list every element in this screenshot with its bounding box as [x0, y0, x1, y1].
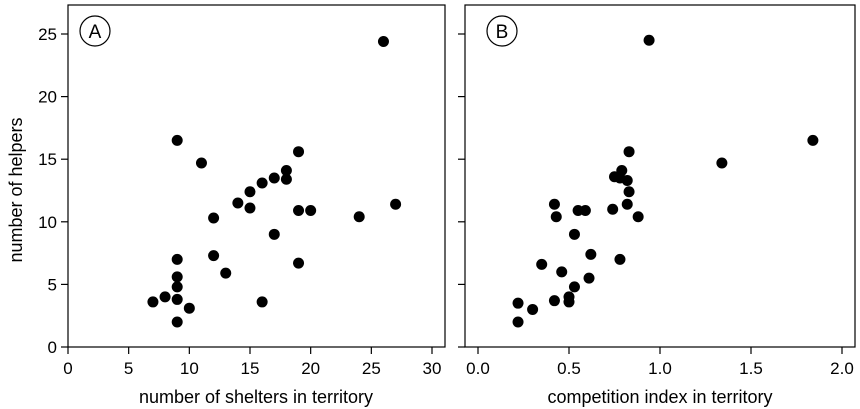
data-point [147, 296, 159, 308]
data-point [550, 211, 562, 223]
data-point [195, 157, 207, 169]
data-point [305, 205, 317, 217]
data-point [643, 34, 655, 46]
x-tick-label: 15 [241, 359, 260, 378]
data-point [512, 316, 524, 328]
panel-b-label: B [496, 22, 509, 43]
y-axis-title: number of helpers [6, 117, 26, 262]
x-tick-label: 0.0 [466, 359, 490, 378]
data-point [171, 253, 183, 265]
panel-a-points [147, 36, 402, 328]
x-tick-label: 20 [301, 359, 320, 378]
data-point [268, 228, 280, 240]
data-point [556, 266, 568, 278]
data-point [293, 205, 305, 217]
data-point [548, 295, 560, 307]
y-tick-label: 15 [38, 150, 57, 169]
data-point [293, 257, 305, 269]
y-tick-label: 0 [48, 338, 57, 357]
data-point [632, 211, 644, 223]
data-point [171, 281, 183, 293]
y-tick-label: 20 [38, 88, 57, 107]
panel-a-frame [67, 4, 446, 348]
data-point [171, 271, 183, 283]
panel-b-x-axis-title: competition index in territory [547, 387, 772, 407]
data-point [568, 228, 580, 240]
data-point [527, 303, 539, 315]
x-tick-label: 5 [124, 359, 133, 378]
data-point [220, 267, 232, 279]
data-point [568, 281, 580, 293]
y-tick-label: 25 [38, 25, 57, 44]
x-tick-label: 30 [423, 359, 442, 378]
data-point [183, 302, 195, 314]
data-point [512, 297, 524, 309]
x-tick-label: 0 [63, 359, 72, 378]
data-point [208, 250, 220, 262]
panel-b: B 0.0 0.5 1.0 1.5 2.0 competition index in t… [458, 4, 856, 407]
data-point [171, 134, 183, 146]
data-point [280, 173, 292, 185]
x-tick-label: 1.0 [648, 359, 672, 378]
data-point [159, 291, 171, 303]
data-point [807, 134, 819, 146]
data-point [280, 164, 292, 176]
y-tick-label: 10 [38, 213, 57, 232]
data-point [616, 164, 628, 176]
data-point [607, 203, 619, 215]
data-point [232, 197, 244, 209]
x-tick-label: 10 [180, 359, 199, 378]
data-point [171, 293, 183, 305]
data-point [716, 157, 728, 169]
data-point [208, 212, 220, 224]
data-point [621, 174, 633, 186]
data-point [293, 146, 305, 158]
panel-a-label: A [89, 22, 102, 43]
data-point [268, 172, 280, 184]
data-point [377, 36, 389, 48]
data-point [583, 272, 595, 284]
panel-b-ticks: 0.0 0.5 1.0 1.5 2.0 [458, 33, 854, 378]
panel-b-points [512, 34, 819, 328]
data-point [614, 253, 626, 265]
data-point [585, 248, 597, 260]
panel-a: A 0 5 10 15 20 25 30 0 5 10 15 20 25 number of shelt… [38, 4, 446, 407]
data-point [390, 198, 402, 210]
panel-a-label-circle [79, 15, 111, 47]
data-point [353, 211, 365, 223]
x-tick-label: 1.5 [739, 359, 763, 378]
data-point [244, 202, 256, 214]
data-point [623, 146, 635, 158]
x-tick-label: 25 [362, 359, 381, 378]
panel-b-label-circle [486, 15, 518, 47]
panel-b-frame [464, 4, 856, 348]
y-tick-label: 5 [48, 275, 57, 294]
panel-a-x-axis-title: number of shelters in territory [139, 387, 373, 407]
data-point [579, 205, 591, 217]
data-point [256, 296, 268, 308]
x-tick-label: 0.5 [557, 359, 581, 378]
panel-a-ticks: 0 5 10 15 20 25 30 0 5 10 15 20 25 [38, 25, 441, 378]
x-tick-label: 2.0 [830, 359, 854, 378]
data-point [256, 177, 268, 189]
data-point [548, 198, 560, 210]
data-point [244, 186, 256, 198]
data-point [171, 316, 183, 328]
data-point [536, 258, 548, 270]
data-point [623, 186, 635, 198]
data-point [563, 291, 575, 303]
data-point [621, 198, 633, 210]
